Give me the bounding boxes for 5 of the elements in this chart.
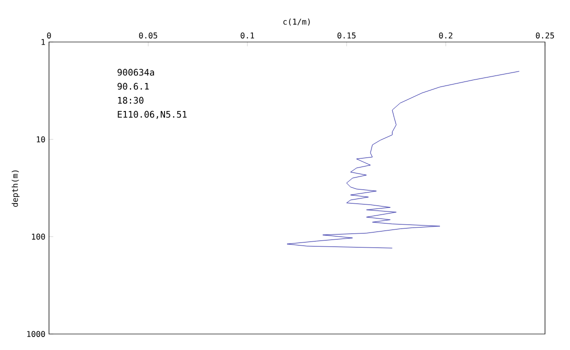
annotation: E110.06,N5.51 [118,110,187,119]
annotation: 900634a [118,68,154,76]
line-series [286,71,520,248]
annotation: 90.6.1 [118,82,149,90]
annotation: 18:30 [118,96,144,104]
